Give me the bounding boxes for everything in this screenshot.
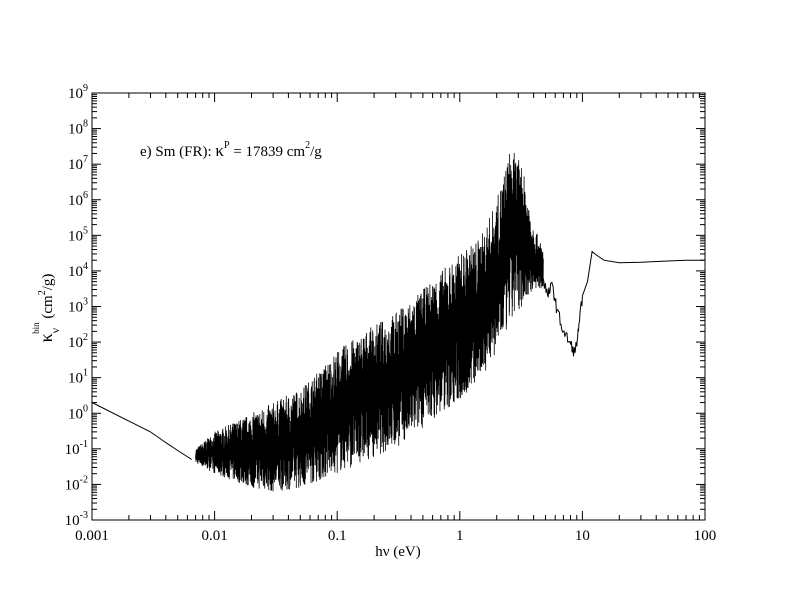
y-tick-label: 100 — [68, 403, 88, 422]
x-tick-label: 100 — [694, 528, 717, 544]
y-tick-label: 102 — [68, 332, 88, 351]
y-tick-label: 109 — [68, 83, 88, 102]
y-axis-label: κνbin (cm2/g) — [31, 274, 62, 343]
x-axis: 0.001 0.01 0.1 1 10 100 — [75, 93, 716, 544]
x-tick-label: 0.1 — [328, 528, 347, 544]
x-tick-label: 0.001 — [75, 528, 109, 544]
x-tick-label: 0.01 — [201, 528, 227, 544]
y-tick-label: 107 — [68, 154, 88, 173]
y-tick-label: 10-3 — [65, 510, 88, 529]
series-line-dense-band — [195, 153, 544, 492]
y-tick-label: 105 — [68, 225, 88, 244]
y-tick-label: 10-2 — [65, 474, 88, 493]
y-tick-label: 10-1 — [65, 439, 88, 458]
plot-layer — [91, 153, 705, 492]
y-tick-label: 101 — [68, 368, 88, 387]
y-tick-label: 106 — [68, 190, 88, 209]
y-tick-label: 104 — [68, 261, 88, 280]
y-tick-label: 108 — [68, 119, 88, 138]
x-axis-label: hν (eV) — [375, 544, 421, 560]
chart-annotation: e) Sm (FR): κP = 17839 cm2/g — [140, 140, 322, 160]
y-tick-label: 103 — [68, 297, 88, 316]
y-axis: 10-3 10-2 10-1 100 101 102 103 104 105 106 107 108 1… — [65, 83, 705, 529]
series-line-low-energy — [91, 402, 192, 460]
x-tick-label: 1 — [456, 528, 464, 544]
x-tick-label: 10 — [575, 528, 590, 544]
series-line-high-energy — [542, 250, 705, 357]
